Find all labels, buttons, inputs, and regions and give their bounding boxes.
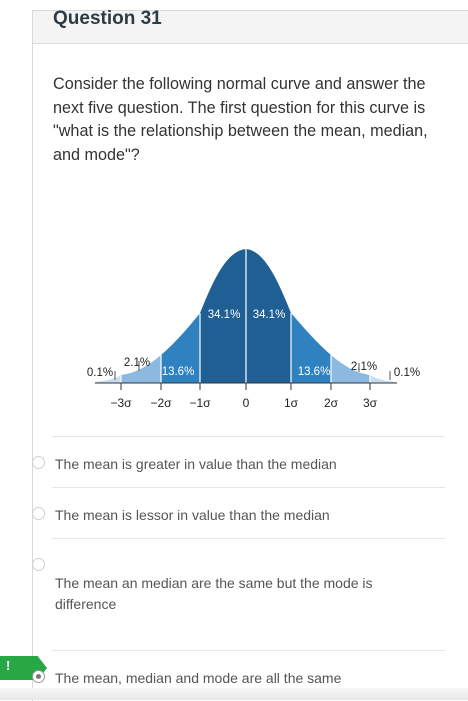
divider-2	[52, 487, 445, 488]
tick-label-pos2: 2σ	[324, 396, 339, 410]
label-tail-right: 0.1%	[394, 367, 420, 379]
normal-curve-figure: 34.1% 34.1% 13.6% 13.6% 2.1% 2.1% 0.1% 0…	[87, 249, 420, 410]
right-outer-region	[331, 355, 370, 383]
option-2-label[interactable]: The mean is lessor in value than the med…	[55, 507, 330, 523]
label-tail-left: 0.1%	[87, 367, 113, 379]
option-1-label[interactable]: The mean is greater in value than the me…	[55, 456, 337, 472]
top-strip	[0, 0, 468, 10]
label-outer-left: 2.1%	[124, 357, 150, 369]
option-3-label[interactable]: The mean an median are the same but the …	[55, 575, 373, 612]
label-center-left: 34.1%	[208, 309, 241, 321]
right-center-region	[246, 249, 291, 383]
right-inner-region	[291, 313, 331, 383]
option-4-label[interactable]: The mean, median and mode are all the sa…	[55, 670, 342, 686]
left-tail-region	[95, 375, 121, 383]
tick-label-neg3: −3σ	[110, 396, 132, 410]
label-center-right: 34.1%	[253, 309, 286, 321]
tick-label-pos3: 3σ	[363, 396, 378, 410]
bottom-overlay	[0, 688, 468, 700]
tick-label-zero: 0	[243, 396, 250, 410]
question-title: Question 31	[53, 8, 162, 29]
x-axis-ticks	[120, 383, 371, 390]
radio-option-4[interactable]	[32, 670, 45, 683]
tick-label-neg2: −2σ	[150, 396, 172, 410]
label-leaders	[114, 361, 391, 380]
question-text: Consider the following normal curve and …	[53, 75, 428, 164]
sigma-separators	[120, 249, 371, 383]
label-inner-left: 13.6%	[162, 366, 195, 378]
left-center-region	[200, 249, 246, 383]
left-outer-region	[121, 355, 161, 383]
label-outer-right: 2.1%	[351, 361, 377, 373]
radio-option-2[interactable]	[32, 507, 45, 520]
flag-exclamation-icon: !	[6, 658, 11, 673]
radio-option-1[interactable]	[32, 456, 45, 469]
divider-1	[52, 436, 445, 437]
left-inner-region	[161, 313, 200, 383]
right-tail-region	[370, 375, 396, 383]
divider-3	[52, 538, 445, 539]
tick-label-neg1: −1σ	[189, 396, 211, 410]
tick-label-pos1: 1σ	[284, 396, 299, 410]
question-card: Question 31 Consider the following norma…	[32, 8, 468, 701]
label-inner-right: 13.6%	[298, 366, 331, 378]
divider-4	[52, 650, 445, 651]
question-header: Question 31	[33, 8, 468, 44]
radio-option-3[interactable]	[32, 558, 45, 571]
